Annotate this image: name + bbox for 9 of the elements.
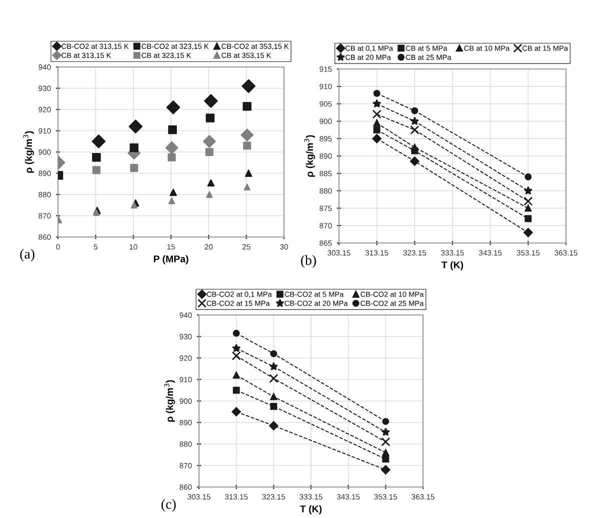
text: (c) — [162, 499, 176, 512]
text: (b) — [301, 255, 316, 268]
x-axis-title: T (K) — [300, 505, 322, 514]
y-axis-title: ρ (kg/m$^{3}$) — [304, 135, 315, 177]
x-axis-title: P (MPa) — [154, 255, 188, 264]
x-axis-title: T (K) — [442, 261, 464, 270]
y-axis-title: ρ (kg/m$^{3}$) — [23, 131, 34, 173]
y-axis-title: ρ (kg/m$^{3}$) — [164, 380, 175, 422]
text: (a) — [20, 248, 34, 262]
